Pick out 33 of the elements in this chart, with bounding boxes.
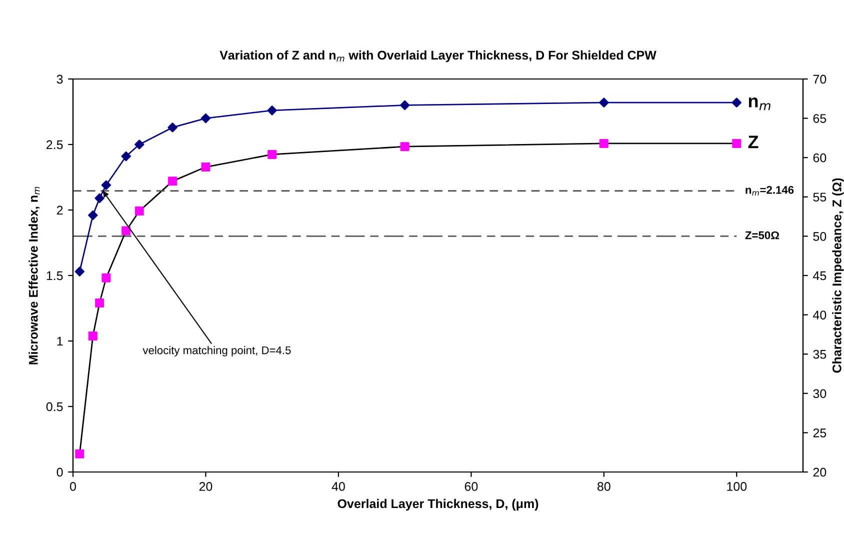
y-tick-label: 0 <box>56 468 63 477</box>
y-tick-label: 2 <box>56 206 63 215</box>
x-tick-label: 20 <box>199 482 212 491</box>
y-tick-label: 2.5 <box>46 140 63 150</box>
x-tick-label: 40 <box>332 482 345 491</box>
y-tick-label: 1.5 <box>46 271 63 280</box>
y2-tick-label: 45 <box>813 271 826 280</box>
y2-tick-label: 25 <box>813 428 826 438</box>
y2-tick-label: 55 <box>813 192 826 202</box>
annotation: velocity matching point, D=4.5 <box>142 346 291 356</box>
y-tick-label: 0.5 <box>46 402 63 412</box>
y-tick-label: 1 <box>57 336 63 346</box>
y2-tick-label: 50 <box>813 232 826 241</box>
x-tick-label: 80 <box>598 482 610 491</box>
y2-tick-label: 40 <box>813 310 826 320</box>
y2-tick-label: 30 <box>813 389 826 398</box>
chart-title: Variation of Z and n$_{m}$ with Overlaid Layer Thickness, D For Shielded CPW <box>220 50 656 62</box>
y2-tick-label: 20 <box>813 468 826 477</box>
y2-tick-label: 70 <box>813 74 826 84</box>
series-label: Z <box>748 136 758 148</box>
y2-axis-title: Characteristic Impedeance, Z (Ω) <box>832 178 844 373</box>
x-tick-label: 0 <box>70 482 76 491</box>
ref-line-label: n$_{m}$=2.146 <box>746 186 794 196</box>
x-axis-title: Overlaid Layer Thickness, D, (μm) <box>338 498 538 511</box>
x-tick-label: 60 <box>464 482 478 491</box>
y2-tick-label: 65 <box>813 114 826 123</box>
y2-tick-label: 35 <box>813 350 826 359</box>
series-label: n$_{m}$ <box>748 98 770 110</box>
x-tick-label: 100 <box>727 482 747 491</box>
y2-tick-label: 60 <box>813 153 826 162</box>
y-axis-title: Microwave Effective Index, n$_{m}$ <box>28 186 40 364</box>
ref-line-label: Z=50Ω <box>745 231 780 240</box>
y-tick-label: 3 <box>56 74 63 84</box>
